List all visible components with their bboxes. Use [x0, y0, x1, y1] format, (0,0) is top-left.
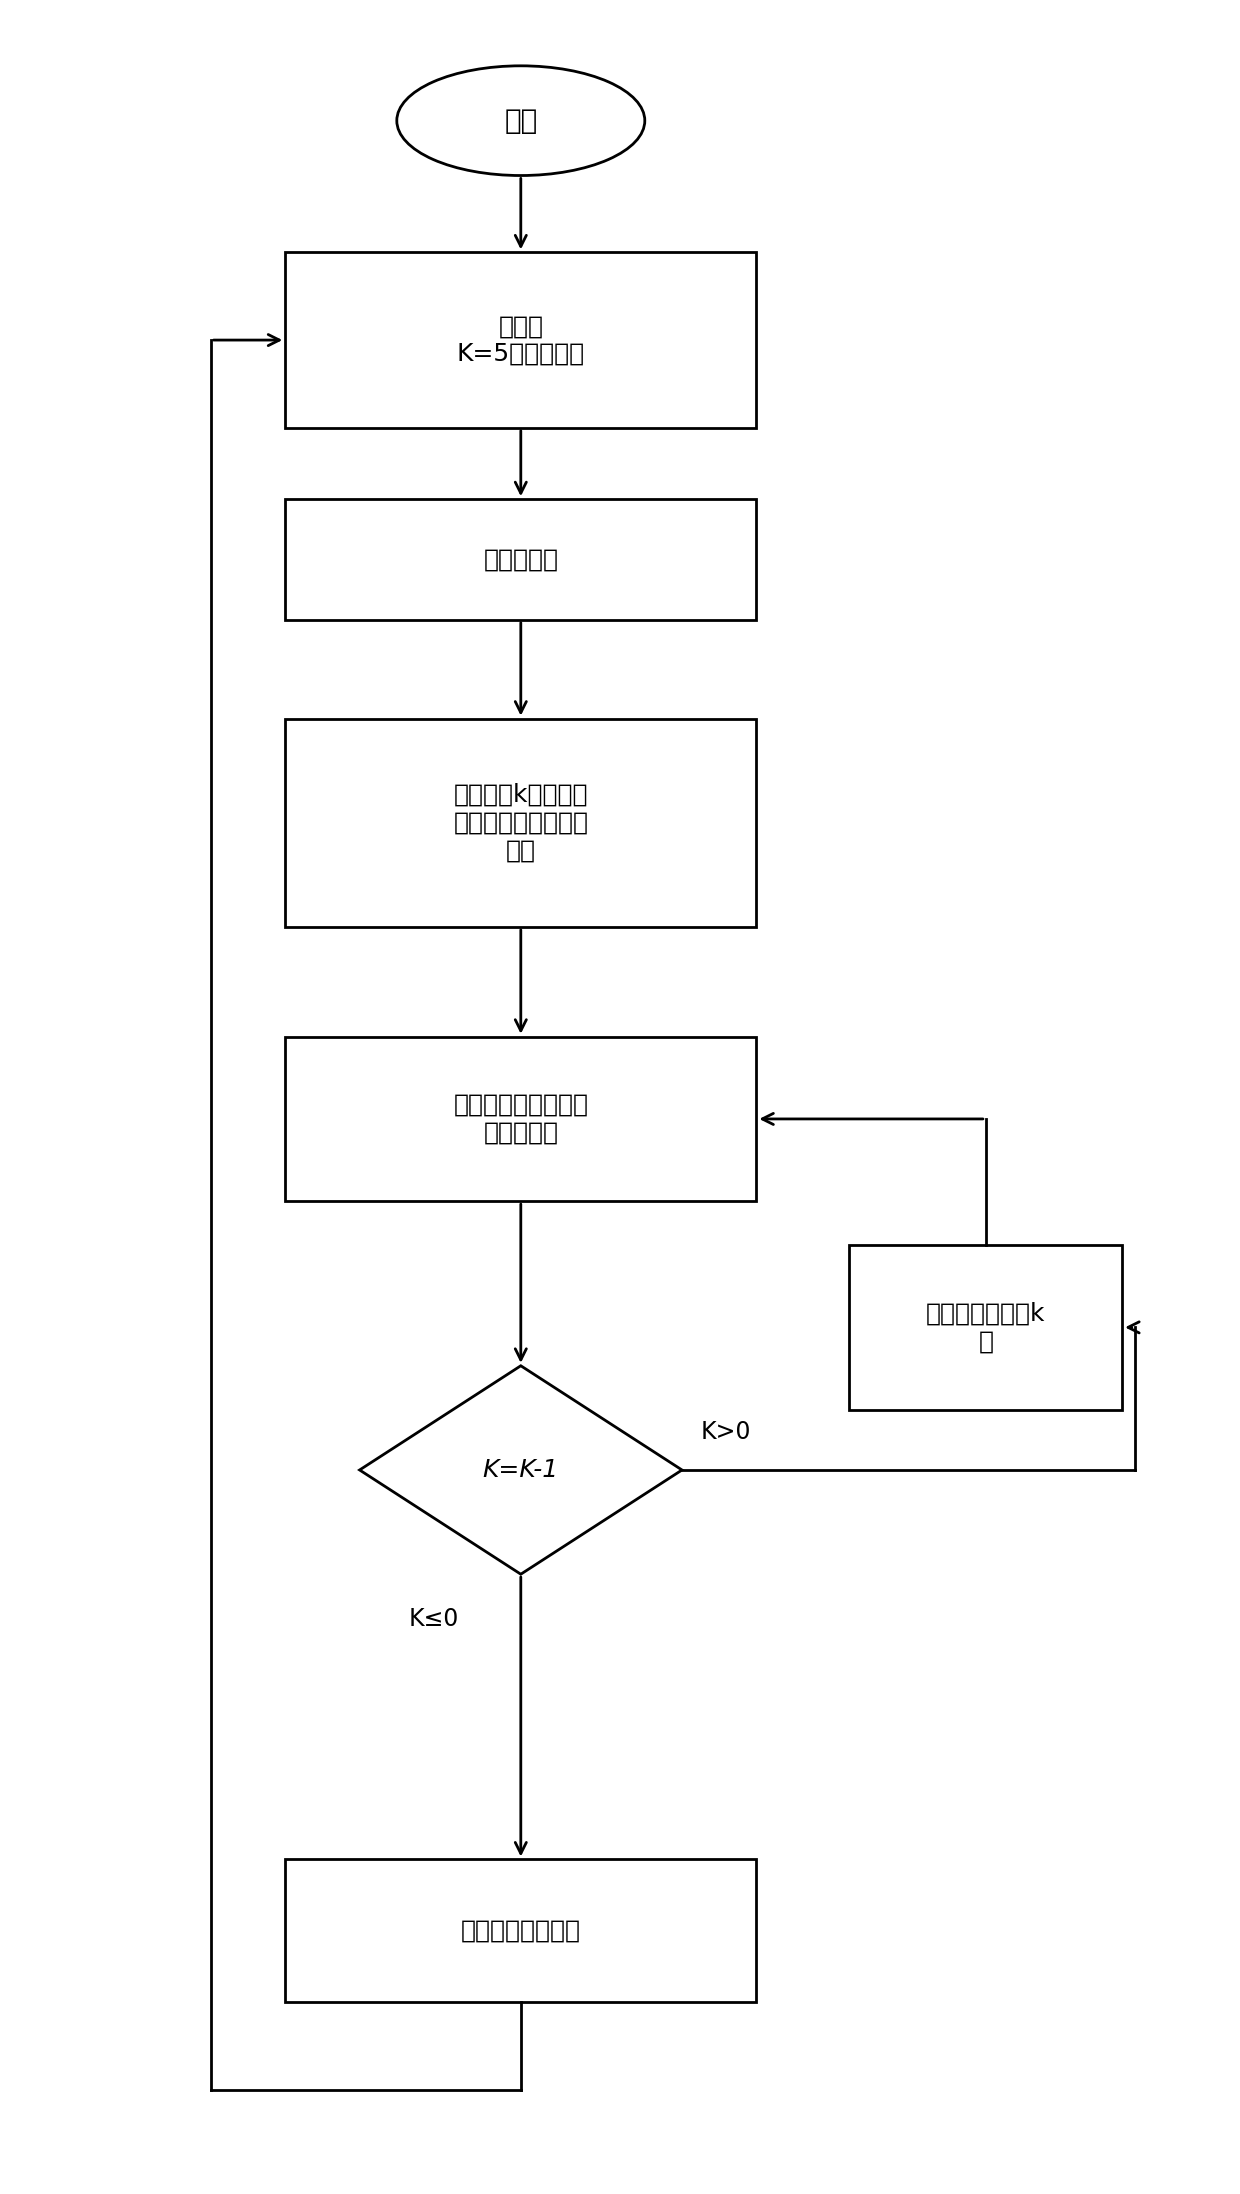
Text: K>0: K>0 — [701, 1420, 751, 1444]
Text: 初始化
K=5，获取图像: 初始化 K=5，获取图像 — [456, 314, 585, 366]
Bar — [285, 1858, 756, 2001]
Text: 更新特征点到第k
层: 更新特征点到第k 层 — [926, 1301, 1045, 1354]
Bar — [285, 498, 756, 619]
Text: 完成一次光流跟踪: 完成一次光流跟踪 — [461, 1920, 580, 1942]
Bar — [285, 252, 756, 428]
Text: K=K-1: K=K-1 — [482, 1459, 559, 1481]
Bar — [285, 1038, 756, 1202]
Text: 开始: 开始 — [505, 108, 537, 134]
Bar — [285, 717, 756, 926]
Text: K≤0: K≤0 — [409, 1606, 459, 1630]
Text: 图像金字塔: 图像金字塔 — [484, 548, 558, 570]
Bar — [849, 1244, 1122, 1409]
Text: 跟踪到当前帧的位置
并记录位置: 跟踪到当前帧的位置 并记录位置 — [454, 1093, 588, 1145]
Text: 前一帧第k层金字塔
的特征点检测并记录
位置: 前一帧第k层金字塔 的特征点检测并记录 位置 — [454, 783, 588, 862]
